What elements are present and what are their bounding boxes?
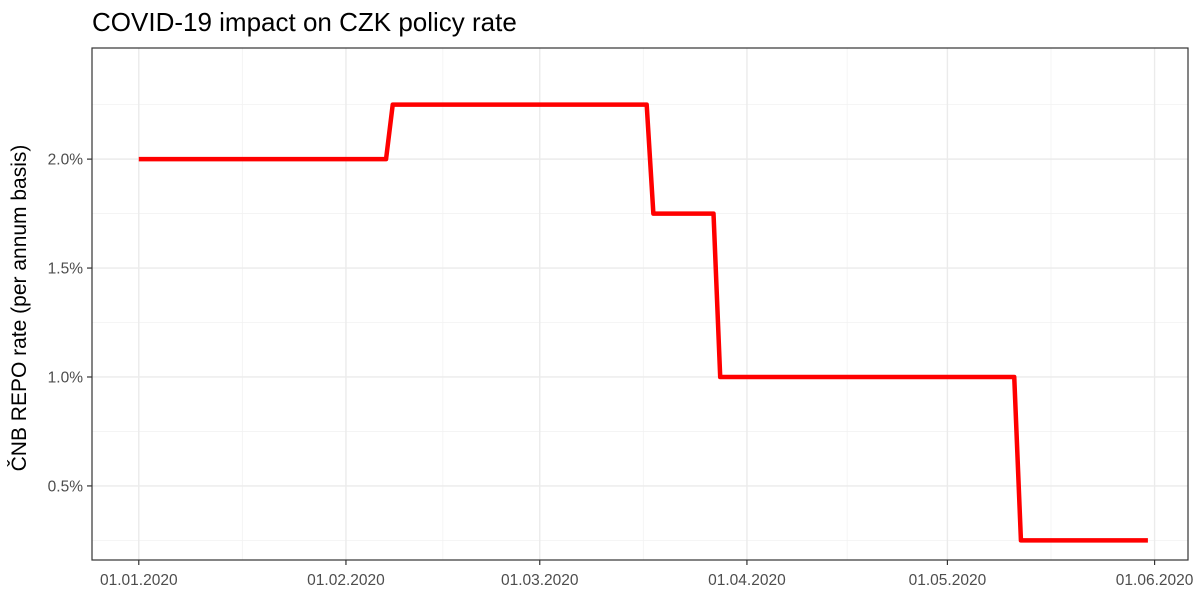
y-tick-label: 1.0% bbox=[48, 369, 84, 386]
plot-panel-border bbox=[91, 47, 1189, 561]
x-tick-label: 01.04.2020 bbox=[708, 572, 786, 589]
y-axis-label: ČNB REPO rate (per annum basis) bbox=[8, 145, 31, 472]
y-tick-label: 1.5% bbox=[48, 261, 84, 278]
series-layer bbox=[138, 102, 1148, 543]
chart-title: COVID-19 impact on CZK policy rate bbox=[92, 7, 517, 37]
x-tick-label: 01.06.2020 bbox=[1116, 572, 1194, 589]
y-tick-label: 0.5% bbox=[48, 478, 84, 495]
y-tick-label: 2.0% bbox=[48, 152, 84, 169]
series-line bbox=[138, 102, 1148, 543]
x-tick-label: 01.02.2020 bbox=[307, 572, 385, 589]
axes: 0.5% 1.0% 1.5% 2.0% 01.01.2020 01.02.2020 01.0… bbox=[48, 152, 1194, 589]
x-tick-label: 01.01.2020 bbox=[100, 572, 178, 589]
x-tick-label: 01.05.2020 bbox=[909, 572, 987, 589]
x-tick-label: 01.03.2020 bbox=[501, 572, 579, 589]
grid-lines bbox=[92, 48, 1188, 560]
